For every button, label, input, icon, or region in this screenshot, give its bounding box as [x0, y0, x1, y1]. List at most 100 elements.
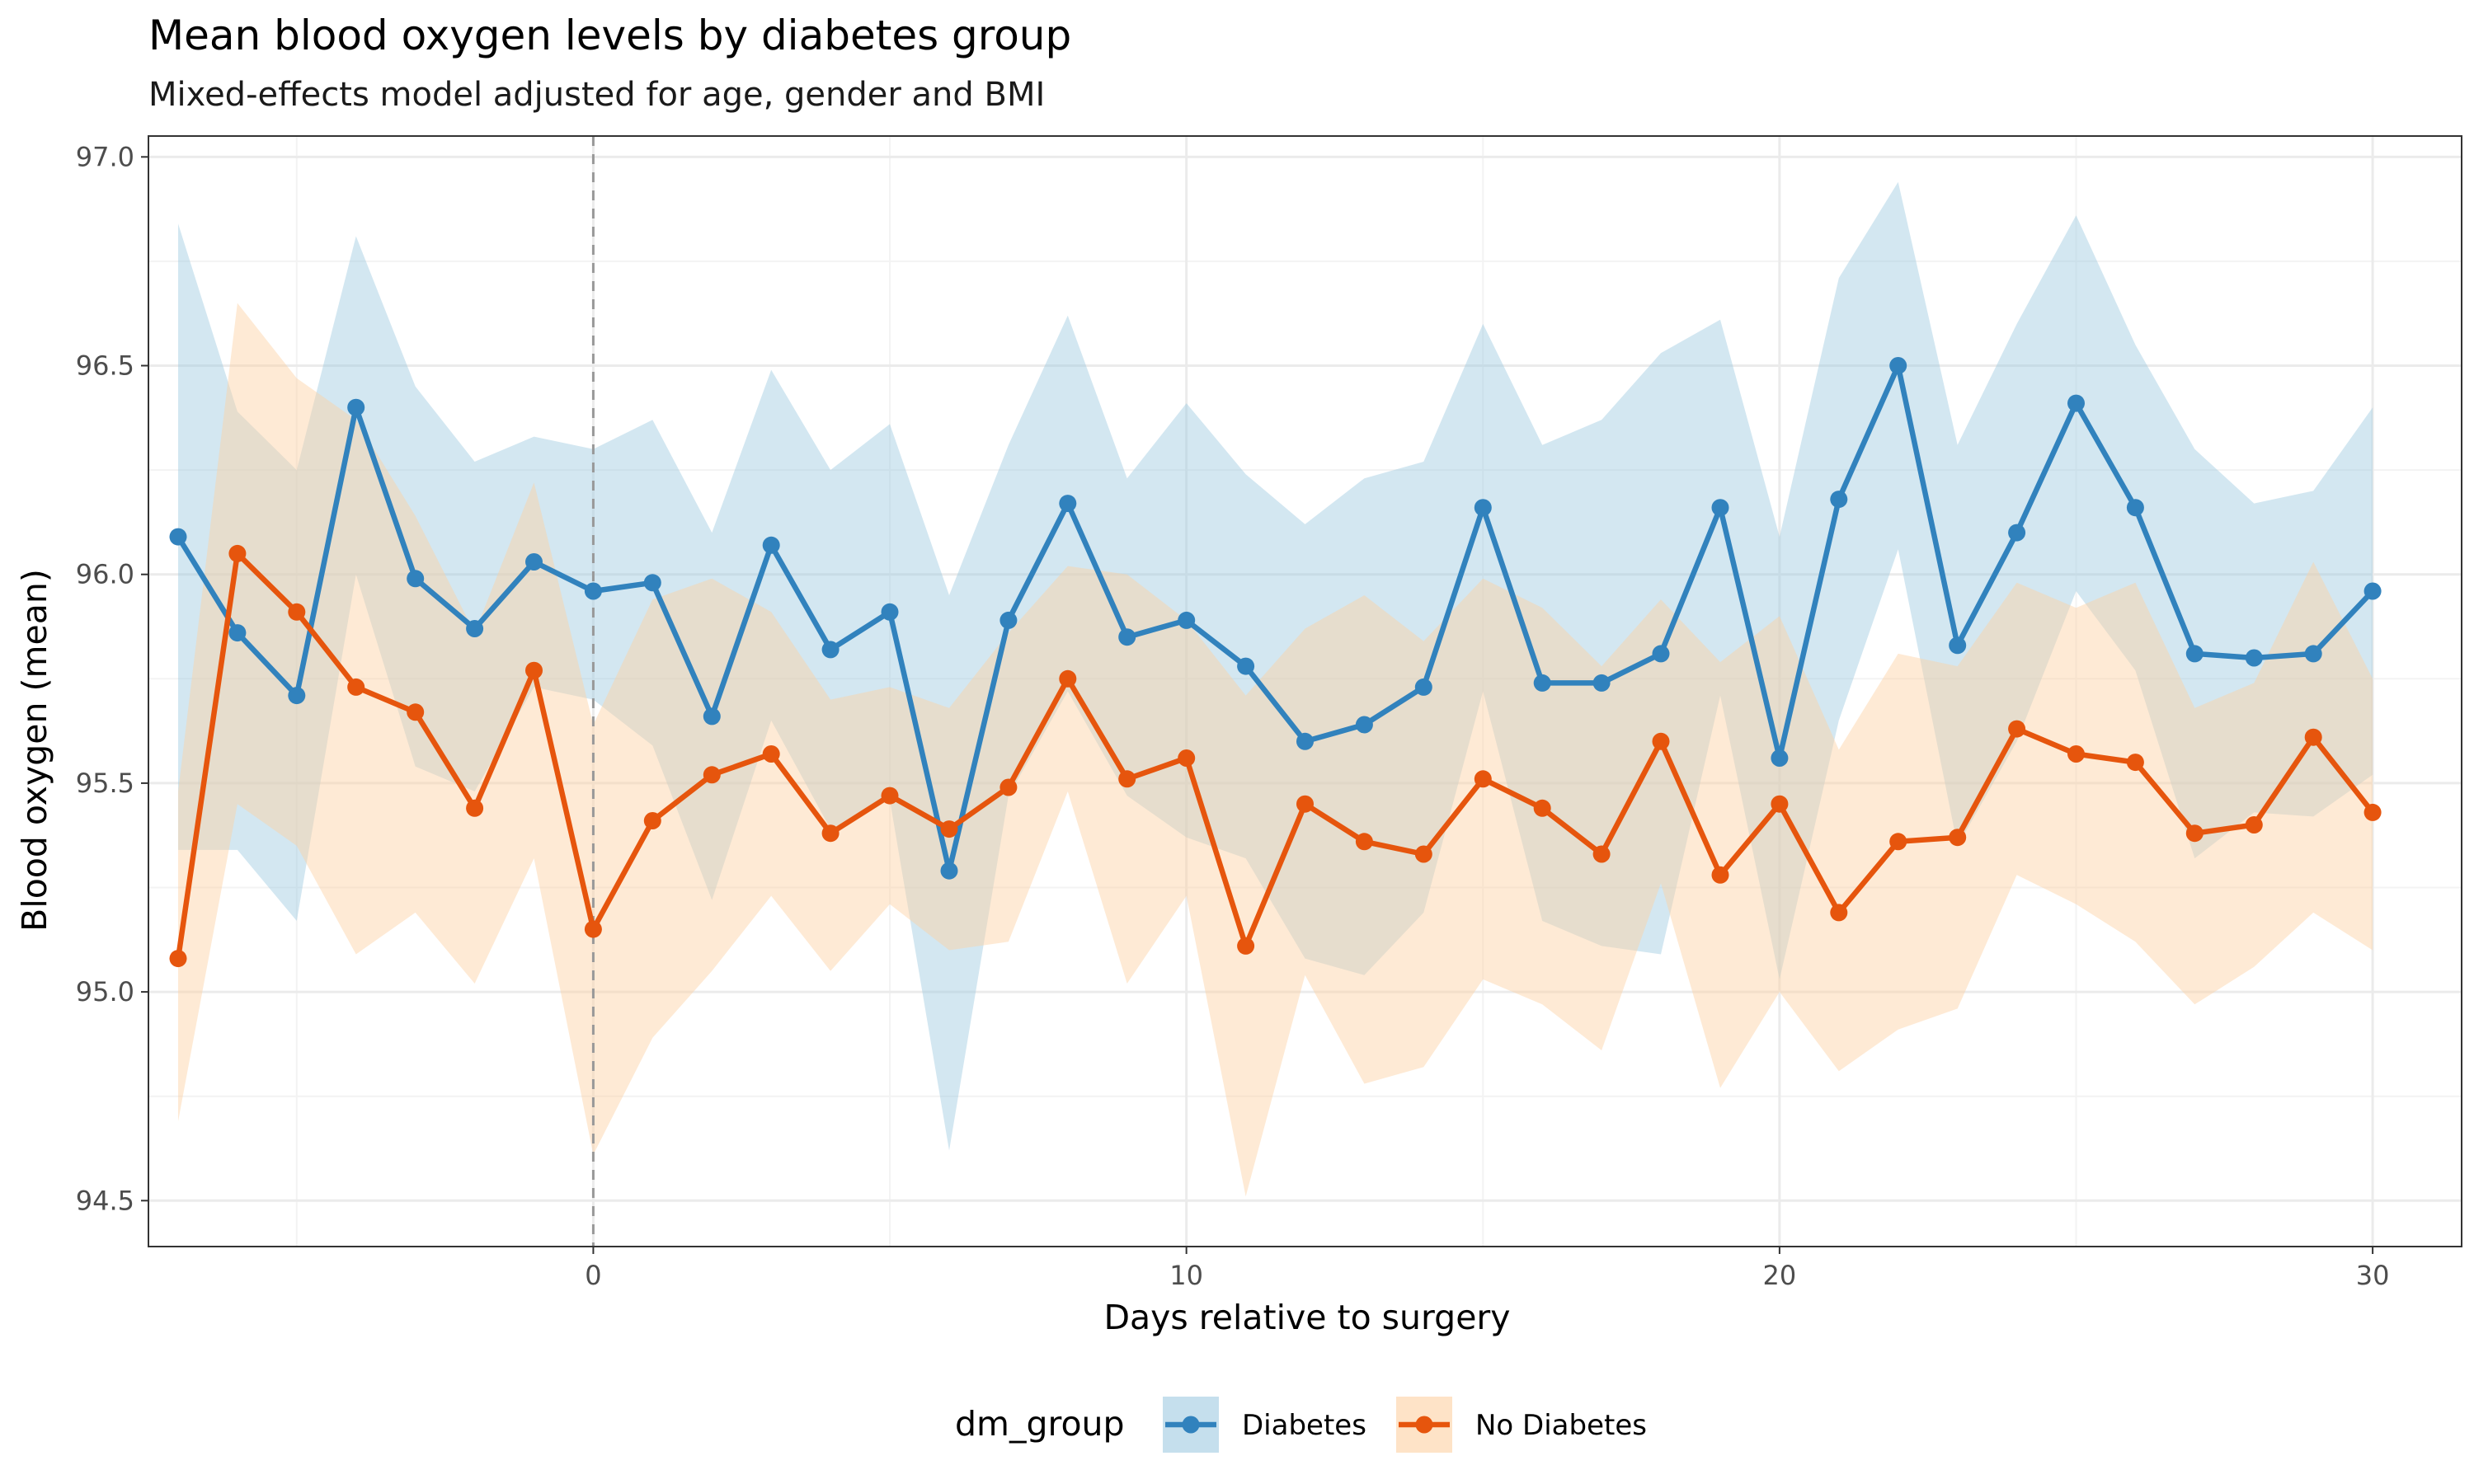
data-point-diabetes [228, 624, 247, 642]
data-point-diabetes [2363, 582, 2382, 600]
data-point-no-diabetes [1830, 904, 1848, 922]
data-point-no-diabetes [1355, 833, 1373, 851]
y-tick-label: 95.0 [76, 976, 134, 1007]
data-point-no-diabetes [821, 824, 840, 843]
data-point-diabetes [1355, 716, 1373, 734]
series-line-no-diabetes [175, 551, 2375, 960]
data-point-diabetes [1237, 657, 1255, 675]
y-tick-label: 94.5 [76, 1185, 134, 1216]
data-point-no-diabetes [999, 778, 1018, 796]
ribbon-diabetes [178, 181, 2373, 1151]
data-point-diabetes [1592, 674, 1611, 692]
data-point-diabetes [1771, 749, 1789, 767]
data-point-diabetes [1830, 491, 1848, 509]
data-point-diabetes [1889, 357, 1907, 374]
data-point-no-diabetes [643, 812, 661, 829]
data-point-diabetes [762, 536, 780, 554]
data-point-diabetes [1652, 645, 1670, 663]
y-tick-label: 95.5 [76, 768, 134, 799]
data-point-diabetes [2304, 645, 2322, 663]
data-point-no-diabetes [881, 787, 899, 805]
data-point-no-diabetes [1296, 795, 1314, 813]
ribbon-no-diabetes [178, 303, 2373, 1197]
data-point-no-diabetes [1178, 749, 1196, 767]
series-line-diabetes [176, 363, 2375, 874]
data-point-no-diabetes [940, 820, 958, 838]
legend: dm_group Diabetes No Diabetes [955, 1397, 1647, 1453]
legend-label-no-diabetes: No Diabetes [1475, 1409, 1647, 1442]
data-point-no-diabetes [1059, 669, 1077, 688]
data-point-no-diabetes [228, 544, 247, 562]
data-point-diabetes [2008, 524, 2026, 542]
data-point-no-diabetes [1771, 795, 1789, 813]
data-point-no-diabetes [1711, 866, 1729, 884]
data-point-diabetes [2185, 645, 2204, 663]
data-point-no-diabetes [1414, 845, 1432, 863]
data-point-no-diabetes [2008, 720, 2026, 738]
data-point-diabetes [407, 570, 425, 588]
panel-border [148, 135, 2462, 1247]
data-point-no-diabetes [1474, 770, 1492, 788]
data-point-no-diabetes [466, 799, 484, 817]
data-point-no-diabetes [1949, 829, 1967, 847]
data-point-diabetes [347, 398, 365, 416]
data-point-diabetes [1178, 611, 1196, 629]
plot-panel: 0 10 20 30 94.5 95.0 95.5 96.0 96.5 97.0 [76, 135, 2462, 1291]
data-point-no-diabetes [288, 603, 306, 621]
data-point-diabetes [881, 603, 899, 621]
legend-key-point-no-diabetes [1415, 1416, 1433, 1434]
data-point-no-diabetes [1118, 770, 1136, 788]
data-point-diabetes [288, 687, 306, 705]
data-point-no-diabetes [2304, 728, 2322, 746]
data-point-no-diabetes [2363, 803, 2382, 821]
y-axis-title: Blood oxygen (mean) [15, 569, 54, 932]
data-point-no-diabetes [347, 678, 365, 696]
data-point-diabetes [821, 641, 840, 659]
data-point-no-diabetes [703, 766, 721, 784]
legend-label-diabetes: Diabetes [1242, 1409, 1366, 1442]
data-point-diabetes [1118, 628, 1136, 646]
data-point-no-diabetes [2185, 824, 2204, 843]
x-tick-label: 10 [1169, 1260, 1203, 1291]
data-point-diabetes [1711, 499, 1729, 517]
data-point-no-diabetes [1652, 732, 1670, 750]
data-point-no-diabetes [584, 920, 602, 938]
data-point-no-diabetes [2126, 754, 2144, 772]
data-point-diabetes [2245, 649, 2263, 667]
data-point-diabetes [466, 620, 484, 637]
chart-title: Mean blood oxygen levels by diabetes gro… [148, 12, 1071, 59]
data-point-diabetes [2067, 394, 2085, 412]
data-point-diabetes [2126, 499, 2144, 517]
data-point-diabetes [584, 582, 602, 600]
data-point-diabetes [1414, 678, 1432, 696]
data-point-no-diabetes [407, 703, 425, 721]
x-axis-title: Days relative to surgery [1103, 1298, 1510, 1337]
data-point-diabetes [1296, 732, 1314, 750]
data-point-diabetes [940, 862, 958, 880]
data-point-no-diabetes [1237, 937, 1255, 955]
data-point-no-diabetes [2245, 816, 2263, 834]
data-point-no-diabetes [1533, 799, 1551, 817]
data-point-diabetes [1059, 495, 1077, 513]
x-tick-label: 30 [2356, 1260, 2390, 1291]
data-point-no-diabetes [2067, 745, 2085, 763]
data-point-no-diabetes [1592, 845, 1611, 863]
data-point-no-diabetes [169, 950, 187, 968]
legend-items: Diabetes No Diabetes [1163, 1397, 1647, 1453]
legend-title: dm_group [955, 1404, 1125, 1444]
chart-subtitle: Mixed-effects model adjusted for age, ge… [148, 76, 1045, 114]
x-tick-label: 0 [585, 1260, 601, 1291]
y-tick-label: 97.0 [76, 141, 134, 172]
data-point-no-diabetes [762, 745, 780, 763]
data-point-no-diabetes [1889, 833, 1907, 851]
data-point-diabetes [525, 553, 543, 571]
data-point-diabetes [1533, 674, 1551, 692]
data-point-diabetes [703, 707, 721, 726]
y-tick-label: 96.0 [76, 559, 134, 590]
y-tick-label: 96.5 [76, 350, 134, 382]
data-point-diabetes [643, 574, 661, 592]
data-point-no-diabetes [525, 661, 543, 679]
data-point-diabetes [999, 611, 1018, 629]
data-point-diabetes [1949, 636, 1967, 655]
